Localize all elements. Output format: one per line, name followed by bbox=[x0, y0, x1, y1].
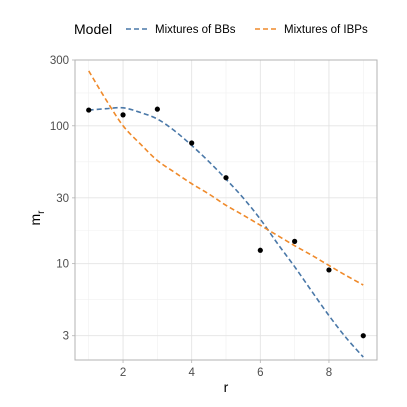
grid-major bbox=[75, 59, 377, 360]
y-tick-label: 3 bbox=[63, 331, 69, 343]
y-tick-label: 30 bbox=[56, 193, 69, 205]
y-axis-title-main: m bbox=[27, 214, 43, 226]
svg-text:mr: mr bbox=[27, 210, 47, 226]
grid-minor bbox=[75, 60, 377, 360]
y-tick-label: 300 bbox=[50, 55, 69, 67]
legend: Model Mixtures of BBs Mixtures of IBPs bbox=[74, 21, 368, 37]
x-axis-ticks: 2 4 6 8 bbox=[120, 360, 332, 379]
data-point bbox=[257, 247, 263, 253]
y-axis-ticks: 3 10 30 100 300 bbox=[50, 55, 75, 343]
legend-label-mixtures-of-bbs: Mixtures of BBs bbox=[155, 24, 236, 36]
panel-border bbox=[74, 59, 378, 361]
y-axis-title: mr bbox=[27, 210, 47, 226]
data-point bbox=[120, 112, 126, 118]
data-point bbox=[154, 106, 160, 112]
plot-panel bbox=[74, 59, 378, 361]
data-points bbox=[86, 106, 366, 339]
data-point bbox=[360, 333, 366, 339]
y-tick-label: 10 bbox=[56, 259, 69, 271]
data-point bbox=[86, 107, 92, 113]
y-tick-label: 100 bbox=[50, 121, 69, 133]
data-point bbox=[292, 238, 298, 244]
data-point bbox=[189, 140, 195, 146]
data-point bbox=[223, 175, 229, 181]
x-axis-title: r bbox=[224, 379, 229, 395]
legend-title: Model bbox=[74, 21, 112, 37]
x-tick-label: 4 bbox=[188, 367, 195, 379]
y-axis-title-subscript: r bbox=[36, 210, 47, 214]
data-point bbox=[326, 267, 332, 273]
legend-label-mixtures-of-ibps: Mixtures of IBPs bbox=[284, 24, 368, 36]
x-tick-label: 8 bbox=[326, 367, 332, 379]
x-tick-label: 2 bbox=[120, 367, 126, 379]
series-line-mixtures-of-ibps bbox=[88, 70, 364, 286]
x-tick-label: 6 bbox=[257, 367, 263, 379]
